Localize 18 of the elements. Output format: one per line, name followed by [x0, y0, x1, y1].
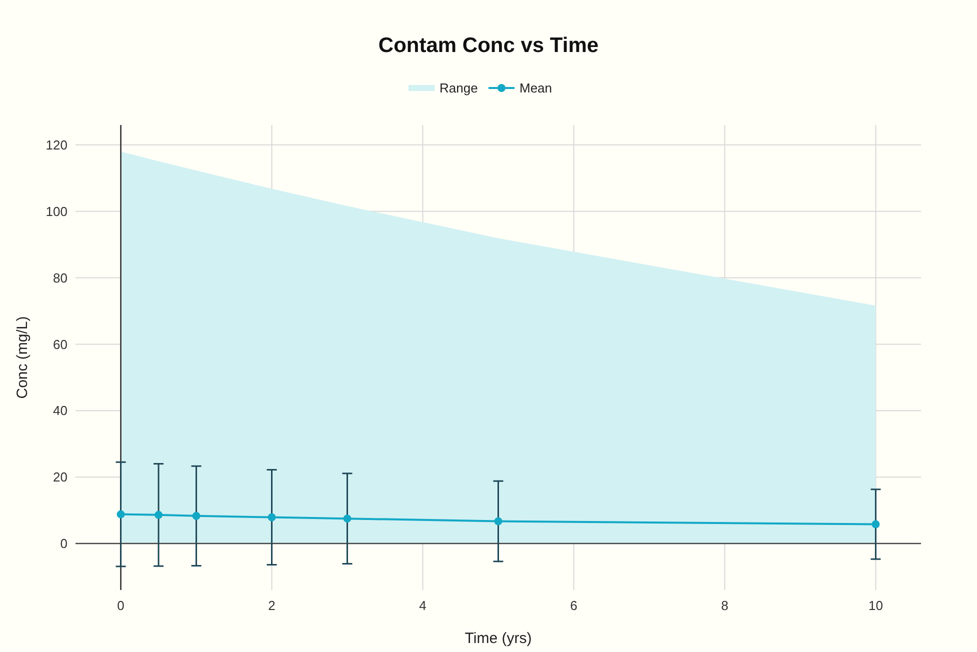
x-tick-label: 0 [117, 598, 124, 613]
x-tick-label: 6 [570, 598, 578, 613]
y-tick-label: 100 [46, 204, 68, 219]
legend-label: Range [440, 80, 478, 96]
y-tick-label: 40 [53, 403, 68, 418]
x-tick-label: 2 [268, 598, 276, 613]
x-tick-label: 8 [721, 598, 728, 613]
y-tick-label: 120 [46, 137, 68, 152]
x-tick-label: 4 [419, 598, 426, 613]
x-axis-title: Time (yrs) [464, 630, 532, 647]
y-tick-label: 80 [53, 270, 68, 286]
y-tick-label: 60 [53, 336, 68, 352]
y-tick-label: 20 [53, 470, 68, 485]
legend-label: Mean [520, 80, 552, 96]
chart-title: Contam Conc vs Time [378, 34, 599, 57]
y-tick-label: 0 [60, 536, 68, 552]
x-tick-label: 10 [868, 598, 883, 613]
y-axis-title: Conc (mg/L) [14, 316, 31, 399]
